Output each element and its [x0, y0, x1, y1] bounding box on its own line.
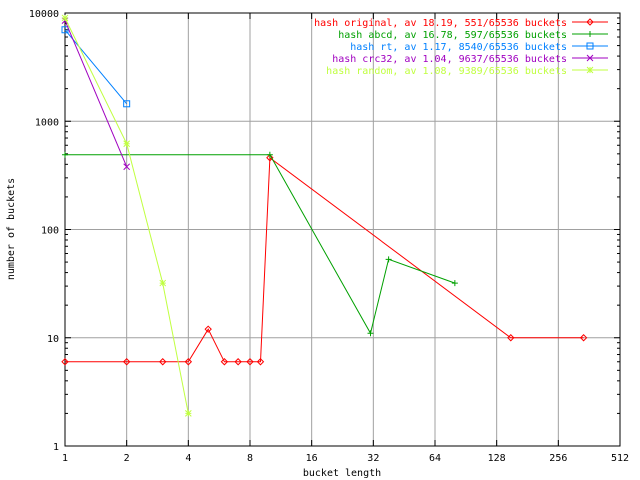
x-tick-label: 64 — [429, 453, 441, 464]
data-point — [586, 66, 594, 74]
data-point — [234, 358, 242, 366]
data-point — [61, 14, 69, 22]
data-point — [586, 18, 594, 26]
data-point — [159, 358, 167, 366]
y-tick-label: 100 — [41, 226, 59, 237]
data-point — [266, 151, 273, 158]
x-axis-ticks: 1 2 4 8 16 32 64 128 256 512 — [62, 13, 629, 464]
data-point — [256, 358, 265, 366]
data-point — [451, 280, 458, 287]
data-point — [123, 100, 131, 108]
series-path — [65, 156, 584, 363]
y-axis-ticks: 1 10 100 1000 10000 — [29, 9, 620, 453]
data-point — [123, 163, 131, 171]
legend-label: hash crc32, av 1.04, 9637/65536 buckets — [332, 54, 567, 65]
series-path — [65, 154, 456, 335]
x-tick-label: 4 — [185, 453, 191, 464]
data-point — [507, 334, 515, 342]
x-tick-label: 512 — [611, 453, 629, 464]
data-point — [62, 151, 68, 158]
grid — [65, 13, 620, 446]
data-point — [367, 330, 374, 337]
data-point — [61, 358, 69, 366]
x-tick-label: 8 — [247, 453, 253, 464]
legend-label: hash abcd, av 16.78, 597/65536 buckets — [338, 30, 567, 41]
data-point — [123, 140, 131, 148]
series-path — [64, 17, 189, 414]
data-point — [246, 358, 254, 366]
series-line — [61, 26, 131, 108]
series-layer — [61, 14, 588, 417]
data-point — [184, 410, 192, 417]
x-tick-label: 128 — [488, 453, 506, 464]
series-line — [61, 17, 131, 171]
data-point — [266, 154, 274, 162]
legend-item: hash rt, av 1.17, 8540/65536 buckets — [350, 42, 608, 53]
data-point — [122, 358, 131, 366]
data-point — [586, 54, 594, 62]
legend-label: hash random, av 1.08, 9389/65536 buckets — [326, 66, 567, 77]
data-point — [61, 26, 69, 34]
x-tick-label: 1 — [62, 453, 68, 464]
series-line — [61, 14, 192, 417]
y-tick-label: 1 — [53, 442, 59, 453]
x-axis-label: bucket length — [303, 468, 381, 479]
legend-label: hash original, av 18.19, 551/65536 bucke… — [314, 18, 567, 29]
x-tick-label: 16 — [306, 453, 318, 464]
legend-label: hash rt, av 1.17, 8540/65536 buckets — [350, 42, 567, 53]
y-axis-label: number of buckets — [6, 178, 17, 280]
data-point — [159, 279, 167, 287]
data-point — [220, 358, 229, 366]
y-tick-label: 10000 — [29, 9, 59, 20]
y-tick-label: 1000 — [35, 117, 59, 128]
legend-item: hash random, av 1.08, 9389/65536 buckets — [326, 66, 608, 77]
series-line — [61, 154, 588, 366]
data-point — [385, 256, 392, 263]
legend-item: hash original, av 18.19, 551/65536 bucke… — [314, 18, 608, 29]
legend-item: hash abcd, av 16.78, 597/65536 buckets — [338, 30, 608, 41]
data-point — [586, 42, 594, 50]
series-line — [62, 151, 458, 337]
data-point — [184, 358, 193, 366]
series-path — [64, 29, 128, 105]
data-point — [204, 325, 212, 333]
legend-item: hash crc32, av 1.04, 9637/65536 buckets — [332, 54, 608, 65]
data-point — [579, 334, 588, 342]
x-tick-label: 256 — [549, 453, 567, 464]
y-tick-label: 10 — [47, 334, 59, 345]
x-tick-label: 32 — [367, 453, 379, 464]
legend: hash original, av 18.19, 551/65536 bucke… — [314, 18, 608, 77]
data-point — [587, 31, 593, 37]
series-path — [64, 20, 128, 167]
x-tick-label: 2 — [124, 453, 130, 464]
